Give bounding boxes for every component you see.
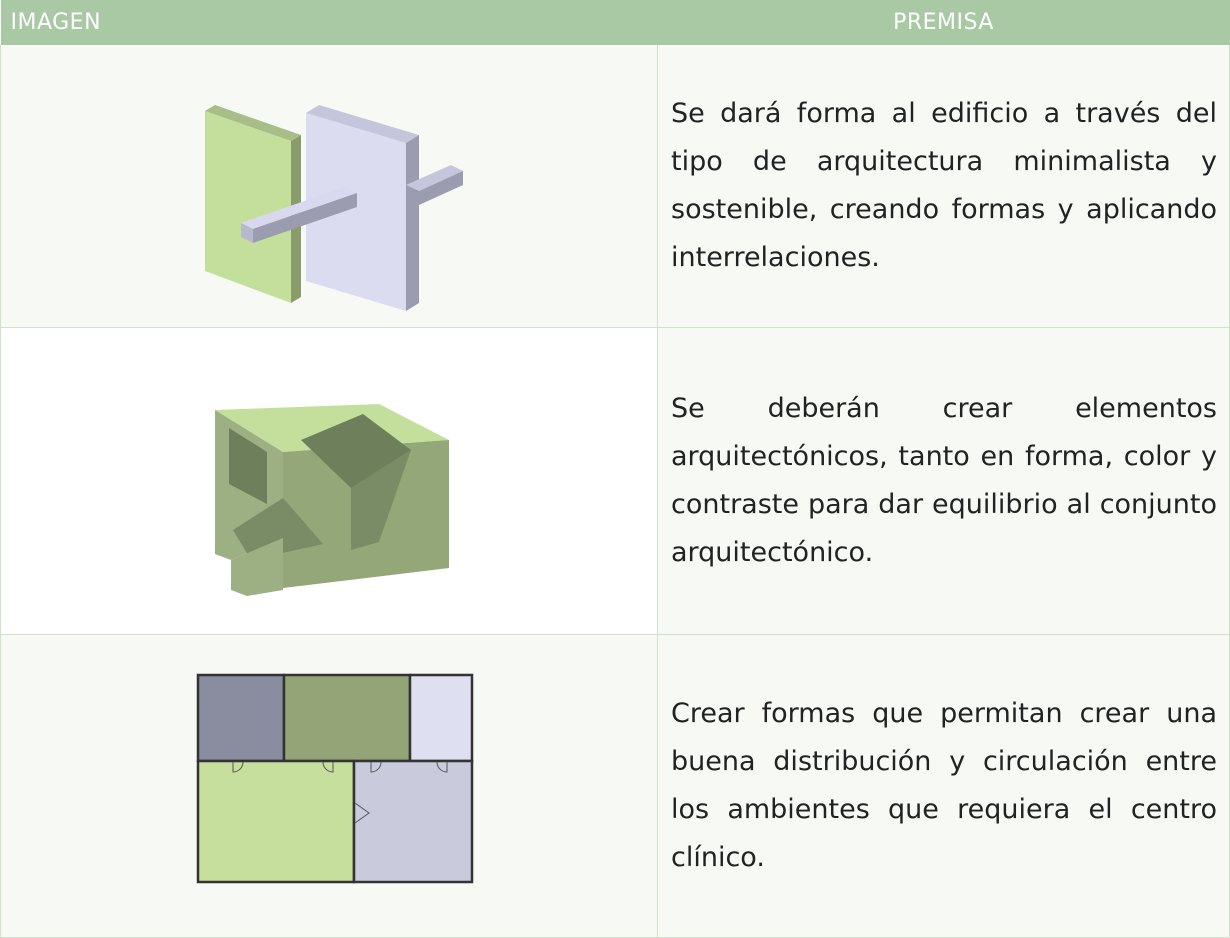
- premise-text: Crear formas que permitan crear una buen…: [657, 634, 1230, 938]
- header-row: IMAGEN PREMISA: [0, 0, 1230, 45]
- image-cell: [0, 327, 658, 635]
- panels-illustration: [205, 105, 463, 311]
- floor-plan: [196, 673, 474, 884]
- premise-text: Se deberán crear elementos arquitectónic…: [657, 327, 1230, 635]
- header-cell: PREMISA: [657, 0, 1230, 45]
- header-cell: IMAGEN: [0, 0, 658, 45]
- image-cell: [0, 45, 658, 328]
- table-row: Se deberán crear elementos arquitectónic…: [0, 327, 1230, 635]
- image-cell: [0, 634, 658, 938]
- premise-text: Se dará forma al edificio a través del t…: [657, 45, 1230, 328]
- table-row: Crear formas que permitan crear una buen…: [0, 634, 1230, 938]
- table-row: Se dará forma al edificio a través del t…: [0, 45, 1230, 328]
- block-illustration: [215, 404, 449, 596]
